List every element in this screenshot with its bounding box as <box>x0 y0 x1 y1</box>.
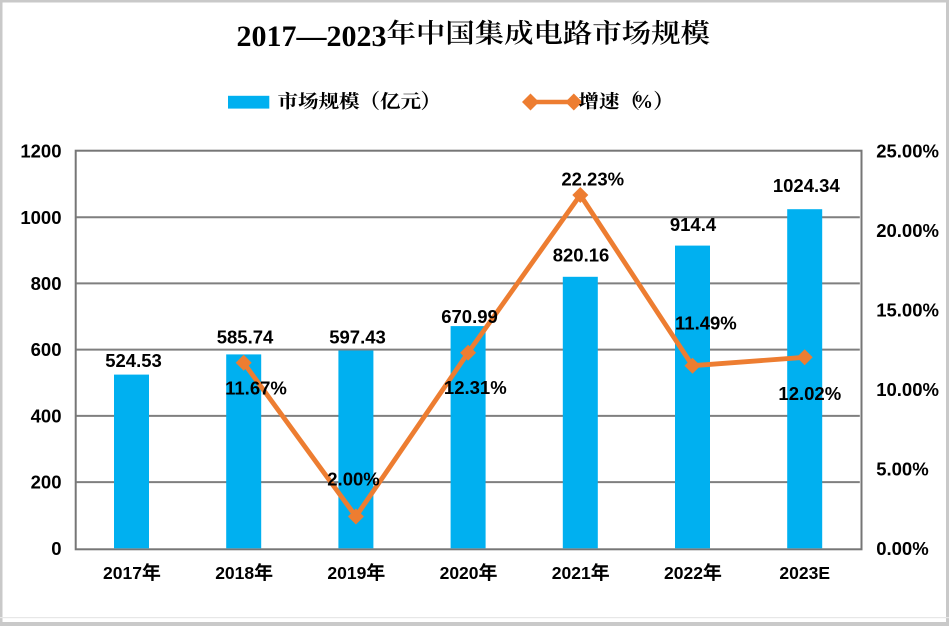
svg-text:670.99: 670.99 <box>441 306 498 327</box>
svg-text:400: 400 <box>31 406 62 427</box>
svg-text:914.4: 914.4 <box>670 214 717 235</box>
svg-text:1200: 1200 <box>20 141 61 162</box>
svg-text:820.16: 820.16 <box>553 245 610 266</box>
svg-text:12.31%: 12.31% <box>444 377 507 398</box>
svg-text:2018: 2018 <box>215 563 254 583</box>
svg-text:2017: 2017 <box>103 563 142 583</box>
svg-text:1024.34: 1024.34 <box>773 175 841 196</box>
svg-text:600: 600 <box>31 339 62 360</box>
svg-text:2.00%: 2.00% <box>327 469 379 490</box>
svg-text:5.00%: 5.00% <box>876 458 928 479</box>
svg-text:22.23%: 22.23% <box>561 169 624 190</box>
svg-text:0: 0 <box>51 538 61 559</box>
svg-text:12.02%: 12.02% <box>778 383 841 404</box>
svg-text:200: 200 <box>31 472 62 493</box>
svg-text:11.67%: 11.67% <box>225 378 287 399</box>
svg-text:585.74: 585.74 <box>217 326 274 347</box>
svg-text:11.49%: 11.49% <box>675 313 737 334</box>
svg-text:15.00%: 15.00% <box>876 300 939 321</box>
svg-text:800: 800 <box>31 273 62 294</box>
svg-text:20.00%: 20.00% <box>876 220 939 241</box>
svg-text:2022: 2022 <box>664 563 703 583</box>
svg-text:597.43: 597.43 <box>329 327 386 348</box>
svg-text:10.00%: 10.00% <box>876 379 939 400</box>
svg-text:2021: 2021 <box>552 563 591 583</box>
svg-text:2020: 2020 <box>440 563 479 583</box>
svg-text:25.00%: 25.00% <box>876 141 939 162</box>
svg-text:1000: 1000 <box>20 207 61 228</box>
svg-text:0.00%: 0.00% <box>876 538 928 559</box>
svg-text:2017—2023: 2017—2023 <box>237 20 387 53</box>
svg-text:2019: 2019 <box>327 563 366 583</box>
svg-text:524.53: 524.53 <box>105 350 162 371</box>
svg-text:2023E: 2023E <box>779 563 830 583</box>
